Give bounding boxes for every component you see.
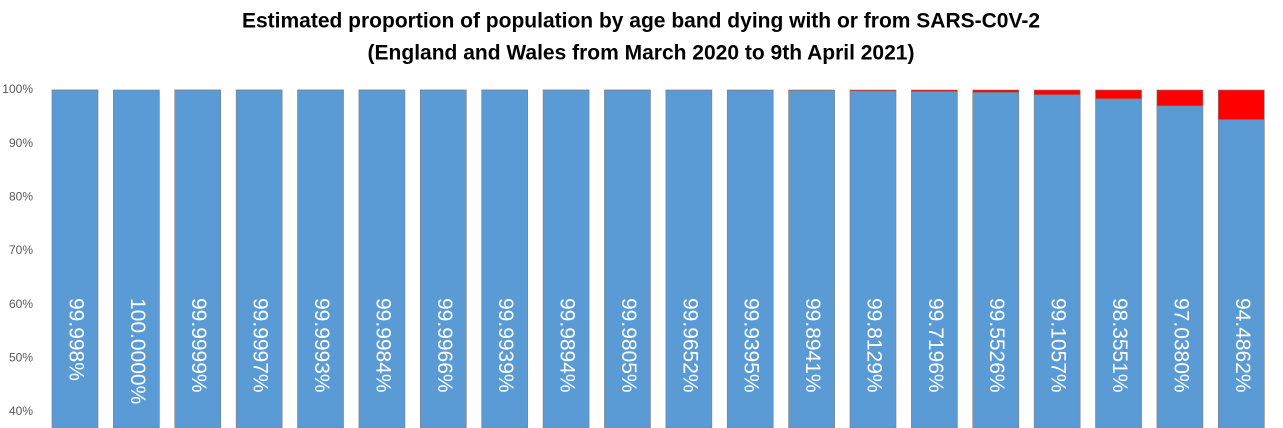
data-label: 99.5526%: [985, 298, 1008, 393]
data-label: 99.9939%: [494, 298, 517, 393]
data-label: 99.9805%: [617, 298, 640, 393]
data-label: 99.8129%: [862, 298, 885, 393]
bar-segment: [235, 89, 283, 428]
bar-segment: [849, 89, 897, 92]
data-label: 99.8941%: [801, 298, 824, 393]
bar-segment: [911, 91, 958, 428]
data-label: 99.9999%: [187, 298, 210, 393]
bar-segment: [604, 89, 651, 428]
data-label: 97.0380%: [1169, 298, 1192, 393]
data-label: 99.1057%: [1047, 298, 1070, 393]
bar-segment: [358, 89, 406, 428]
chart-subtitle: (England and Wales from March 2020 to 9t…: [368, 42, 915, 65]
data-label: 99.9966%: [433, 298, 456, 393]
data-label: 94.4862%: [1231, 298, 1254, 393]
y-tick-label: 80%: [9, 189, 33, 203]
bar-segment: [972, 92, 1020, 428]
bar-segment: [1033, 89, 1081, 96]
y-tick-label: 100%: [2, 82, 33, 96]
bar-segment: [788, 89, 835, 91]
bar-segment: [51, 89, 99, 428]
y-tick-label: 50%: [9, 350, 33, 364]
y-tick-label: 70%: [9, 243, 33, 257]
bar-segment: [911, 89, 958, 92]
data-label: 98.3551%: [1108, 298, 1131, 393]
y-tick-label: 60%: [9, 297, 33, 311]
data-label: 99.9997%: [249, 298, 272, 393]
bar-segment: [542, 89, 590, 428]
bar-segment: [726, 90, 774, 428]
data-label: 99.9894%: [556, 298, 579, 393]
data-label: 100.0000%: [126, 298, 149, 404]
bar-segment: [1156, 89, 1204, 107]
bar-segment: [665, 89, 713, 428]
bar-segment: [297, 89, 344, 428]
bar-segment: [481, 89, 529, 428]
data-label: 99.9395%: [740, 298, 763, 393]
y-tick-label: 40%: [9, 404, 33, 418]
bar-segment: [1095, 89, 1142, 100]
bar-segment: [788, 90, 835, 428]
bar-segment: [1217, 89, 1265, 120]
data-label: 99.9993%: [310, 298, 333, 393]
bar-segment: [1156, 105, 1204, 428]
bar-segment: [113, 89, 160, 428]
bar-segment: [1217, 119, 1265, 428]
chart-title: Estimated proportion of population by ag…: [242, 10, 1040, 33]
bar-segment: [849, 90, 897, 428]
bar-segment: [972, 89, 1020, 93]
data-label: 99.7196%: [924, 298, 947, 393]
data-label: 99.9652%: [678, 298, 701, 393]
data-label: 99.998%: [64, 298, 87, 381]
y-tick-label: 90%: [9, 136, 33, 150]
data-label: 99.9984%: [371, 298, 394, 393]
